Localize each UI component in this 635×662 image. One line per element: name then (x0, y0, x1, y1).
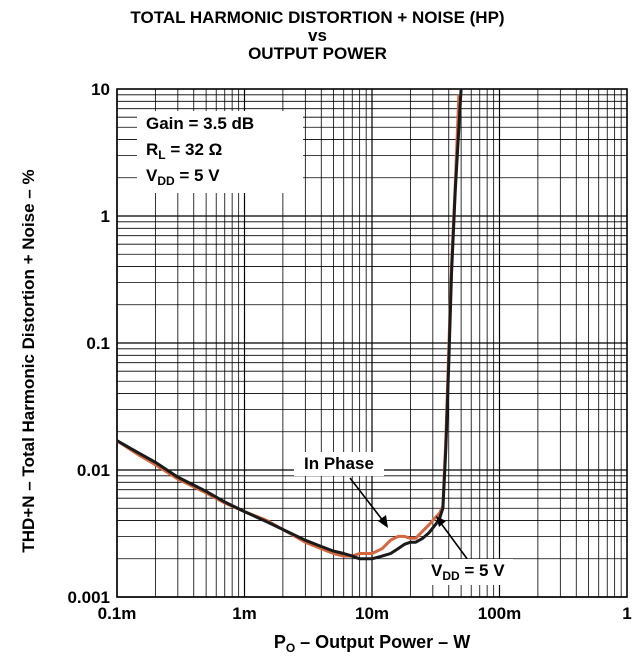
x-axis-label: PO – Output Power – W (117, 632, 627, 655)
vdd-curve-label-rest: = 5 V (459, 561, 505, 580)
x-axis-label-sub: O (285, 641, 296, 655)
vdd-curve-label: VDD = 5 V (423, 559, 513, 585)
legend-vdd-main: V (146, 166, 158, 185)
x-axis-label-main: P (273, 632, 286, 652)
vdd-curve-label-sub: DD (442, 569, 460, 583)
plot-frame (116, 88, 628, 598)
x-tick-label: 1m (232, 604, 257, 623)
vdd-curve-label-main: V (431, 561, 443, 580)
legend-vdd: VDD = 5 V (146, 166, 220, 188)
x-tick-label: 100m (478, 604, 521, 623)
legend-vdd-sub: DD (157, 174, 175, 188)
x-axis-label-rest: – Output Power – W (295, 632, 471, 652)
legend-vdd-rest: = 5 V (174, 166, 220, 185)
legend-load: RL = 32 Ω (146, 140, 222, 162)
chart-title-line-1: TOTAL HARMONIC DISTORTION + NOISE (HP) (130, 8, 505, 27)
legend-gain: Gain = 3.5 dB (146, 114, 255, 133)
y-tick-label: 0.1 (86, 334, 110, 353)
in-phase-arrow-line (349, 477, 385, 523)
legend-load-main: R (146, 140, 159, 159)
chart-title-line-3: OUTPUT POWER (248, 44, 387, 63)
y-tick-label: 1 (101, 207, 110, 226)
y-tick-label: 0.01 (77, 461, 110, 480)
y-tick-label: 10 (91, 80, 110, 99)
legend-load-rest: = 32 Ω (165, 140, 223, 159)
y-tick-label: 0.001 (67, 588, 110, 607)
conditions-legend (137, 111, 303, 193)
vdd-arrow-line (439, 521, 469, 561)
chart-title-line-2: vs (308, 26, 327, 45)
in-phase-label: In Phase (294, 452, 384, 476)
x-tick-label: 0.1m (98, 604, 137, 623)
legend-load-sub: L (158, 148, 166, 162)
in-phase-arrow-head (378, 515, 388, 528)
vdd-series-line (116, 88, 463, 561)
vdd-arrow-head (436, 516, 446, 527)
x-tick-label: 1 (622, 604, 631, 623)
x-tick-label: 10m (355, 604, 389, 623)
